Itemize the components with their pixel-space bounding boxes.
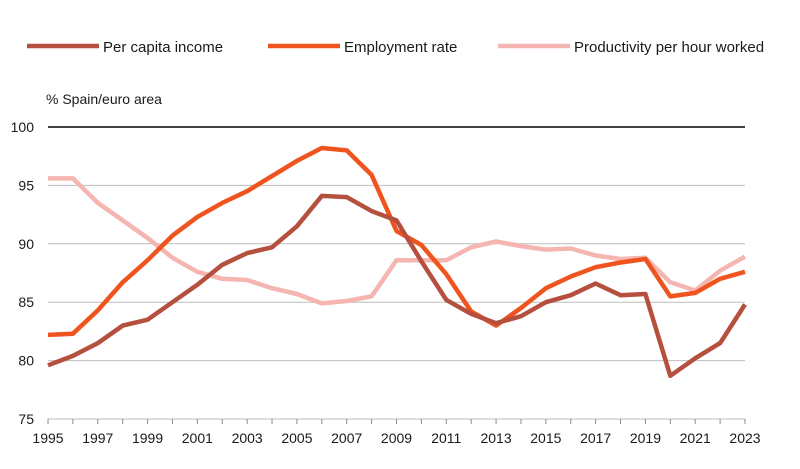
series-line-productivity-per-hour-worked bbox=[48, 176, 747, 306]
x-tick-label: 1999 bbox=[132, 430, 163, 446]
legend-label: Productivity per hour worked bbox=[574, 39, 764, 56]
x-tick-label: 2021 bbox=[680, 430, 711, 446]
x-tick-label: 2023 bbox=[729, 430, 760, 446]
y-tick-label: 80 bbox=[18, 353, 34, 369]
legend-label: Per capita income bbox=[103, 39, 223, 56]
legend-item-employment-rate: Employment rate bbox=[268, 39, 457, 56]
y-tick-label: 95 bbox=[18, 177, 34, 193]
x-tick-label: 2005 bbox=[281, 430, 312, 446]
x-tick-label: 1995 bbox=[32, 430, 63, 446]
series-line-employment-rate bbox=[47, 145, 746, 338]
gridlines bbox=[48, 126, 745, 420]
legend-item-per-capita-income: Per capita income bbox=[27, 39, 223, 56]
x-tick-label: 2011 bbox=[431, 430, 461, 446]
x-tick-label: 2017 bbox=[580, 430, 611, 446]
x-tick-label: 2015 bbox=[530, 430, 561, 446]
x-tick-label: 1997 bbox=[82, 430, 113, 446]
y-tick-label: 90 bbox=[18, 236, 34, 252]
x-tick-label: 2003 bbox=[232, 430, 263, 446]
x-axis: 1995 1997 1999 2001 2003 2005 2007 2009 2011 2013… bbox=[32, 419, 761, 446]
y-tick-label: 85 bbox=[18, 294, 34, 310]
x-tick-label: 2019 bbox=[630, 430, 661, 446]
x-tick-label: 2001 bbox=[182, 430, 213, 446]
x-tick-label: 2013 bbox=[480, 430, 511, 446]
legend-label: Employment rate bbox=[344, 39, 457, 56]
legend-item-productivity-per-hour-worked: Productivity per hour worked bbox=[498, 39, 764, 56]
y-tick-label: 75 bbox=[18, 411, 34, 427]
y-tick-label: 100 bbox=[11, 119, 35, 135]
x-tick-label: 2009 bbox=[381, 430, 412, 446]
y-unit-label: % Spain/euro area bbox=[46, 91, 162, 107]
x-tick-label: 2007 bbox=[331, 430, 362, 446]
series-line-per-capita-income bbox=[47, 193, 747, 379]
legend: Per capita income Employment rate Producti… bbox=[27, 39, 764, 56]
y-axis: 100 95 90 85 80 75 bbox=[11, 119, 35, 427]
series-lines bbox=[47, 145, 747, 379]
